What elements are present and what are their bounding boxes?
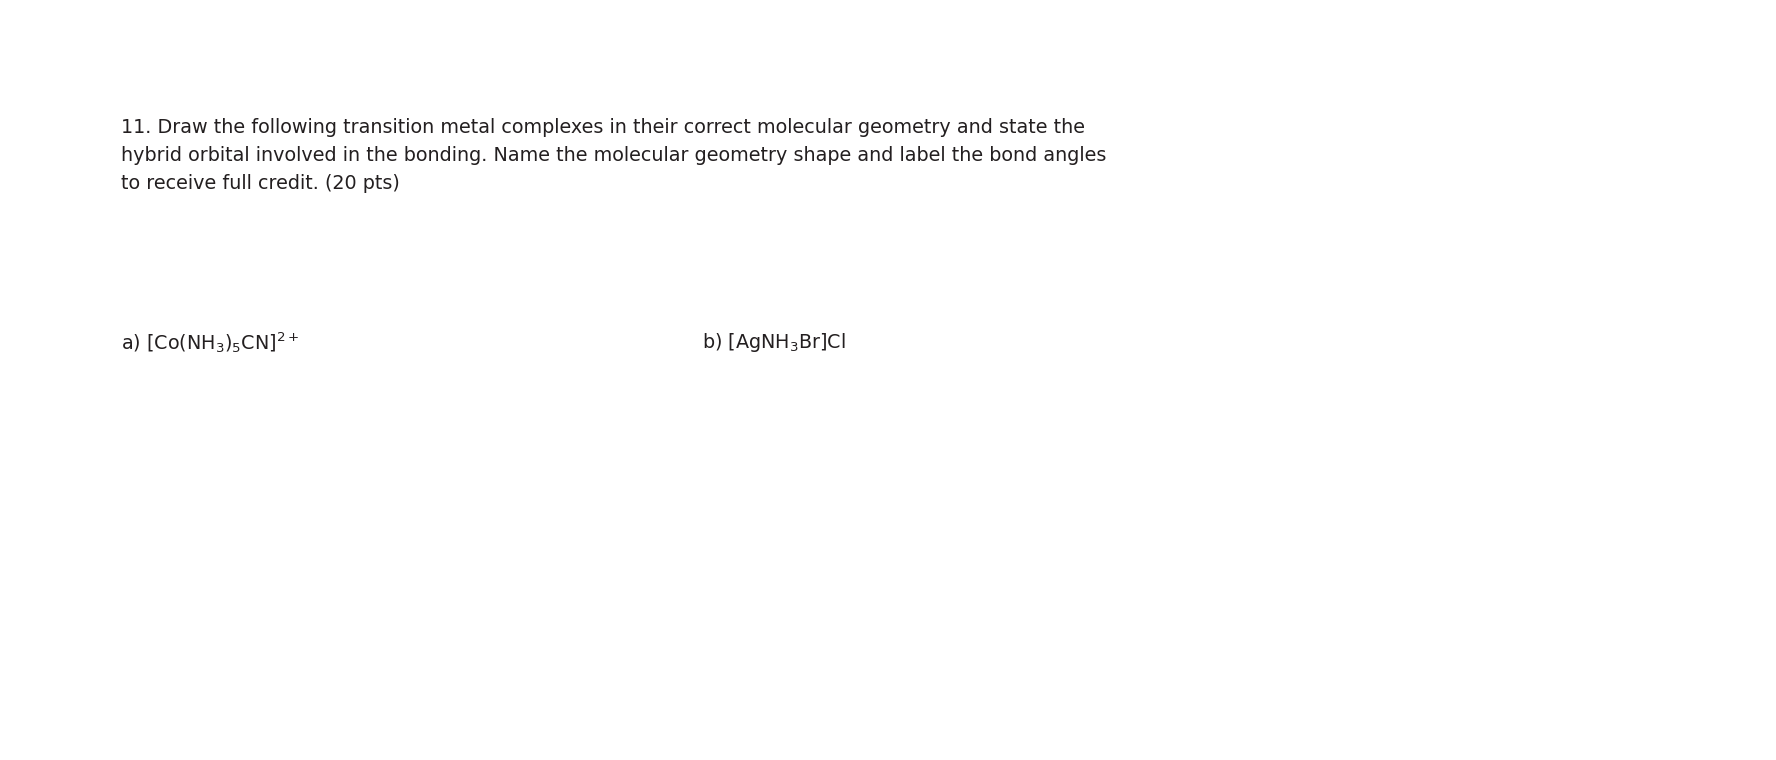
Text: a) $\mathsf{[Co(NH_3)_5CN]^{2+}}$: a) $\mathsf{[Co(NH_3)_5CN]^{2+}}$ [121, 331, 298, 356]
Text: 11. Draw the following transition metal complexes in their correct molecular geo: 11. Draw the following transition metal … [121, 118, 1106, 193]
Text: b) $\mathsf{[AgNH_3Br]Cl}$: b) $\mathsf{[AgNH_3Br]Cl}$ [702, 331, 845, 353]
